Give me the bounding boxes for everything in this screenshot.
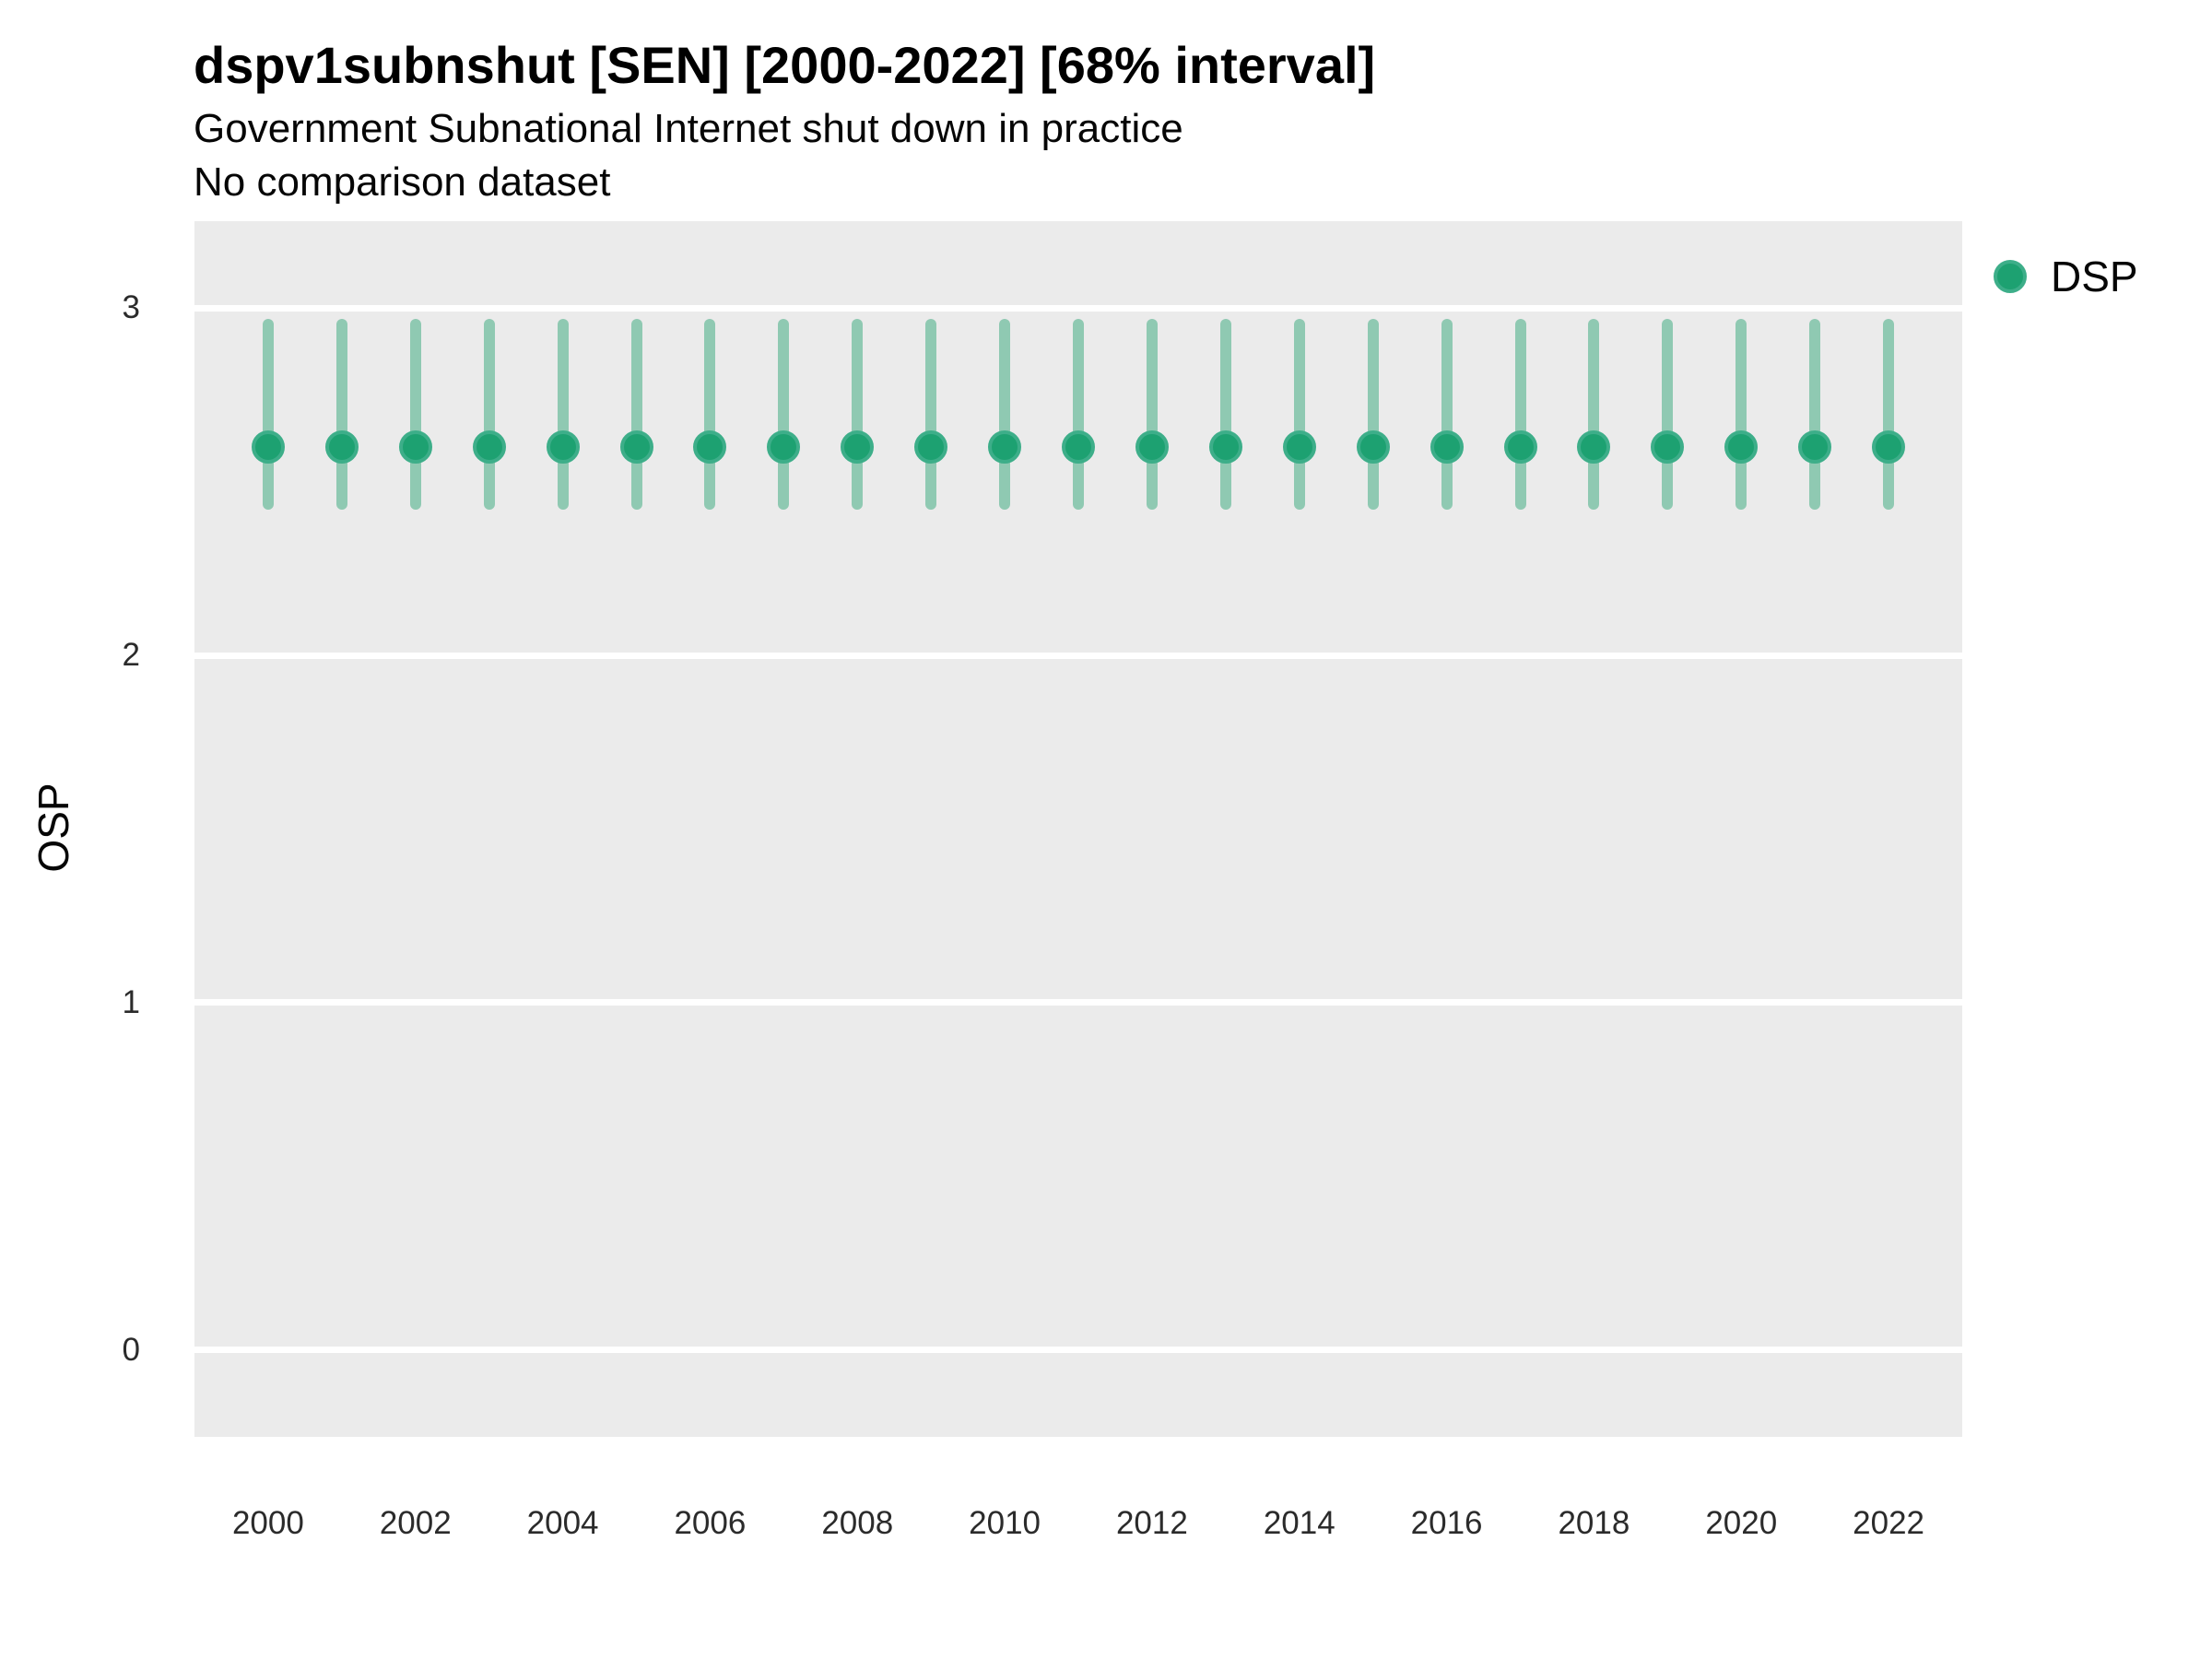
x-tick-label-2008: 2008 bbox=[821, 1505, 894, 1541]
interval-bar-2016 bbox=[1441, 318, 1453, 510]
x-tick-label-2016: 2016 bbox=[1410, 1505, 1483, 1541]
x-tick-label-2000: 2000 bbox=[231, 1505, 304, 1541]
x-tick-label-2002: 2002 bbox=[379, 1505, 452, 1541]
data-point-2004 bbox=[546, 429, 580, 464]
data-point-2011 bbox=[1062, 429, 1095, 464]
data-point-2008 bbox=[841, 429, 875, 464]
y-tick-label-0: 0 bbox=[122, 1331, 140, 1368]
interval-bar-2021 bbox=[1809, 318, 1821, 510]
interval-bar-2012 bbox=[1146, 318, 1158, 510]
y-tick-label-3: 3 bbox=[122, 289, 140, 326]
interval-bar-2000 bbox=[262, 318, 274, 510]
interval-bar-2018 bbox=[1588, 318, 1600, 510]
y-tick-label-2: 2 bbox=[122, 637, 140, 674]
interval-bar-2022 bbox=[1883, 318, 1895, 510]
interval-bar-2015 bbox=[1367, 318, 1379, 510]
data-point-2013 bbox=[1208, 429, 1242, 464]
x-tick-label-2010: 2010 bbox=[969, 1505, 1041, 1541]
interval-bar-2004 bbox=[557, 318, 569, 510]
interval-bar-2014 bbox=[1293, 318, 1305, 510]
plot-panel bbox=[194, 221, 1962, 1437]
data-point-2014 bbox=[1282, 429, 1316, 464]
data-point-2015 bbox=[1356, 429, 1390, 464]
data-point-2005 bbox=[619, 429, 653, 464]
data-point-2021 bbox=[1798, 429, 1832, 464]
interval-bar-2020 bbox=[1735, 318, 1747, 510]
interval-bar-2019 bbox=[1662, 318, 1674, 510]
y-tick-label-1: 1 bbox=[122, 983, 140, 1020]
x-tick-label-2022: 2022 bbox=[1853, 1505, 1925, 1541]
x-tick-label-2014: 2014 bbox=[1263, 1505, 1335, 1541]
legend: DSP bbox=[1994, 249, 2138, 304]
legend-label: DSP bbox=[2051, 253, 2138, 300]
legend-point-icon bbox=[1994, 260, 2027, 293]
data-point-2020 bbox=[1724, 429, 1759, 464]
data-point-2001 bbox=[324, 429, 359, 464]
data-point-2017 bbox=[1503, 429, 1537, 464]
data-point-2000 bbox=[251, 429, 285, 464]
interval-bar-2010 bbox=[999, 318, 1011, 510]
interval-bar-2002 bbox=[409, 318, 421, 510]
interval-bar-2007 bbox=[778, 318, 790, 510]
interval-bar-2013 bbox=[1219, 318, 1231, 510]
x-tick-label-2018: 2018 bbox=[1558, 1505, 1630, 1541]
x-tick-label-2004: 2004 bbox=[526, 1505, 599, 1541]
chart-note: No comparison dataset bbox=[194, 159, 611, 205]
interval-bar-2001 bbox=[335, 318, 347, 510]
y-axis-title: OSP bbox=[29, 782, 77, 873]
data-point-2018 bbox=[1577, 429, 1611, 464]
interval-bar-2003 bbox=[483, 318, 495, 510]
chart-subtitle: Government Subnational Internet shut dow… bbox=[194, 106, 1183, 151]
interval-bar-2009 bbox=[925, 318, 937, 510]
interval-bar-2008 bbox=[852, 318, 864, 510]
x-tick-label-2020: 2020 bbox=[1705, 1505, 1778, 1541]
data-point-2010 bbox=[988, 429, 1022, 464]
data-point-2022 bbox=[1872, 429, 1906, 464]
data-point-2009 bbox=[914, 429, 948, 464]
chart-title: dspv1subnshut [SEN] [2000-2022] [68% int… bbox=[194, 36, 1376, 94]
interval-bar-2006 bbox=[704, 318, 716, 510]
interval-bar-2005 bbox=[630, 318, 642, 510]
data-point-2016 bbox=[1430, 429, 1464, 464]
data-point-2002 bbox=[398, 429, 432, 464]
gridline-y-0 bbox=[194, 1347, 1962, 1354]
data-point-2007 bbox=[767, 429, 801, 464]
x-tick-label-2012: 2012 bbox=[1115, 1505, 1188, 1541]
gridline-y-3 bbox=[194, 304, 1962, 312]
data-point-2019 bbox=[1651, 429, 1685, 464]
x-tick-label-2006: 2006 bbox=[674, 1505, 747, 1541]
interval-bar-2011 bbox=[1073, 318, 1084, 510]
data-point-2012 bbox=[1135, 429, 1169, 464]
gridline-y-2 bbox=[194, 652, 1962, 659]
interval-bar-2017 bbox=[1514, 318, 1526, 510]
data-point-2003 bbox=[472, 429, 506, 464]
data-point-2006 bbox=[693, 429, 727, 464]
gridline-y-1 bbox=[194, 999, 1962, 1006]
